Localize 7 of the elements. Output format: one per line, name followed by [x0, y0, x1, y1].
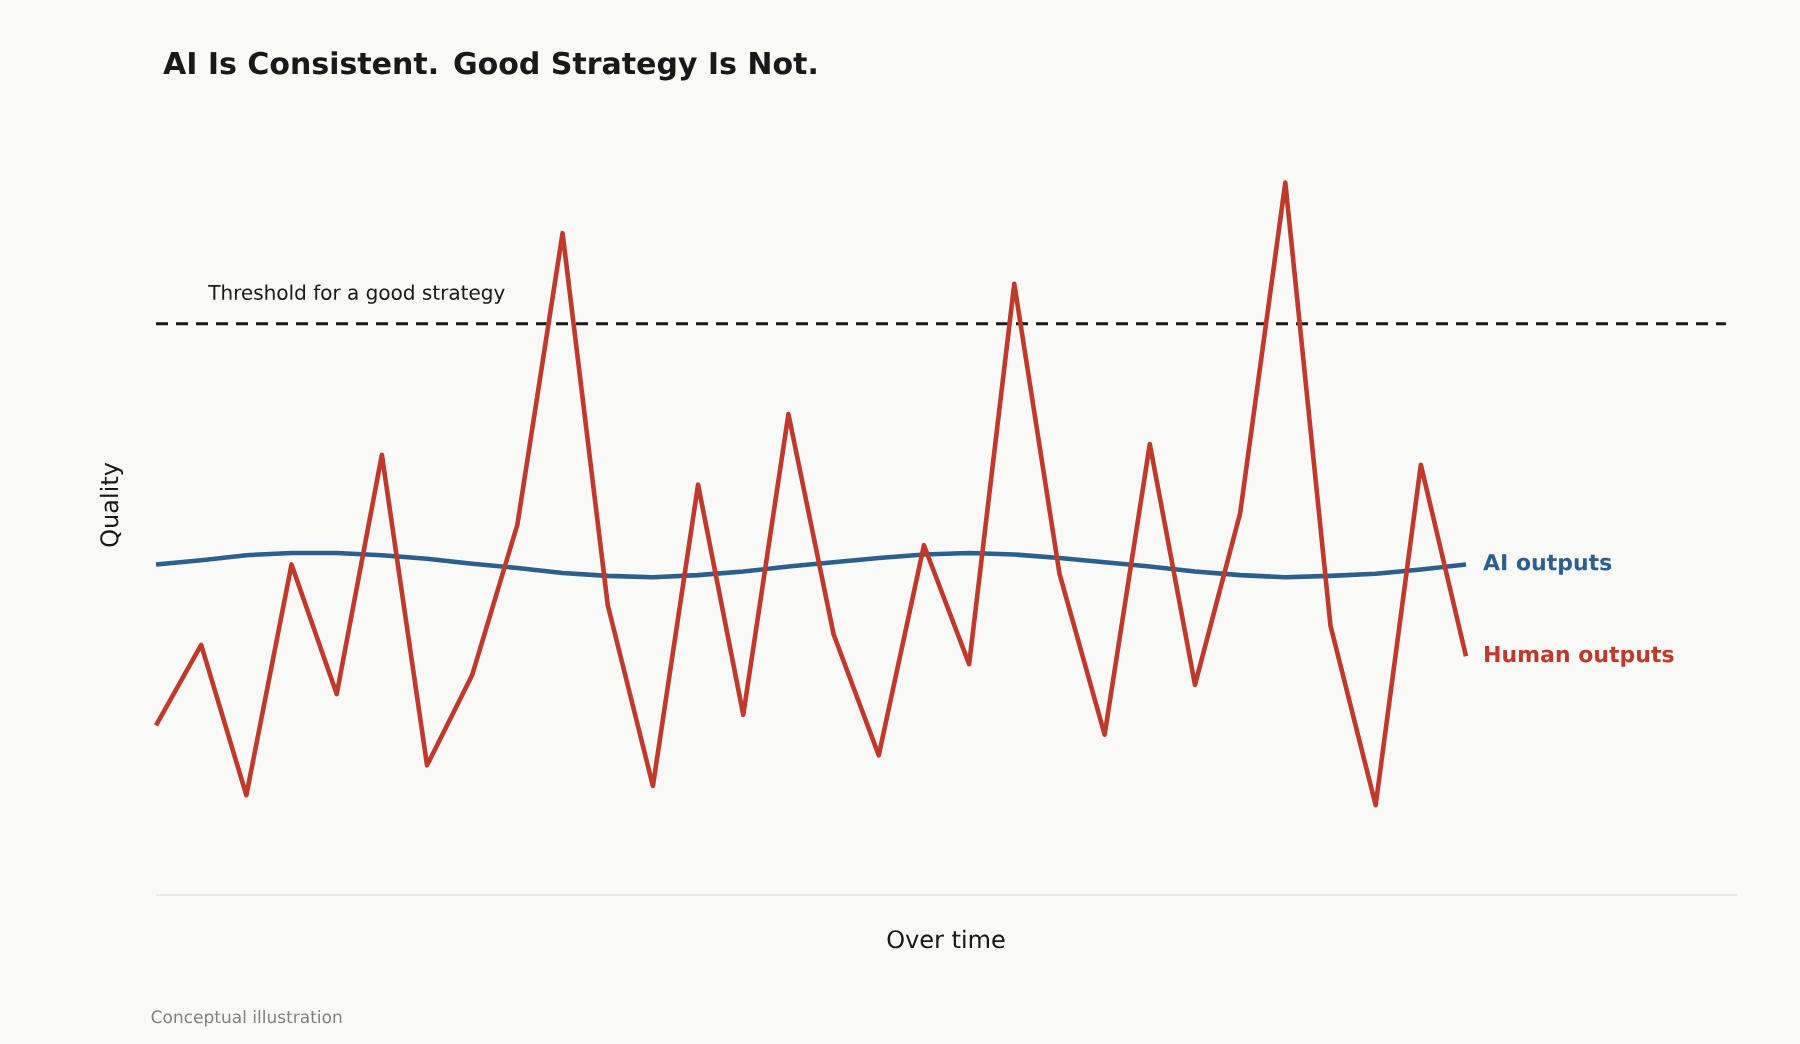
y-axis-title: Quality	[99, 462, 124, 547]
series-label: Human outputs	[1485, 646, 1674, 667]
ref-line-label: Threshold for a good strategy	[208, 284, 505, 304]
text: Conceptual illustration	[151, 1010, 342, 1027]
series-label: AI outputs	[1483, 554, 1612, 575]
chart-title: AI Is Consistent. Good Strategy Is Not.	[163, 51, 816, 81]
x-axis-title: Over time	[887, 929, 1005, 949]
